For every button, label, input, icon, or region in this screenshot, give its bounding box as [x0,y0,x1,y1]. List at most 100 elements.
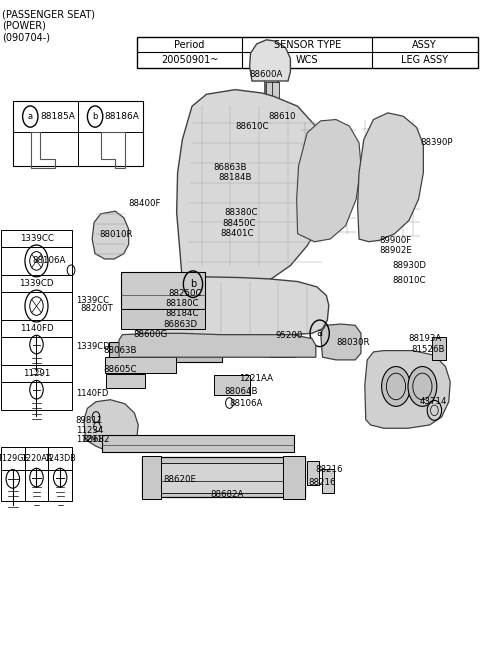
Bar [322,469,334,493]
Text: 88610C: 88610C [235,122,269,131]
Bar [121,272,205,309]
Text: 88250C: 88250C [168,289,202,298]
Bar [1,365,72,382]
Bar [106,374,145,388]
Bar [269,337,295,357]
Text: 1140FD: 1140FD [76,388,108,398]
Text: 88185A: 88185A [40,112,75,121]
Text: 88401C: 88401C [221,229,254,238]
Bar [1,275,72,292]
Text: 88605C: 88605C [103,365,137,374]
Bar [307,461,319,485]
Bar [121,309,205,329]
Polygon shape [358,113,423,242]
Bar [272,82,279,98]
Text: 1339CC: 1339CC [20,234,53,243]
Text: 86863D: 86863D [163,319,197,329]
Text: 88600G: 88600G [133,330,168,339]
Text: 88450C: 88450C [222,218,256,228]
Bar [214,375,250,395]
Bar [109,342,222,362]
Text: 88902E: 88902E [379,246,412,255]
Text: 88010R: 88010R [100,230,133,239]
Polygon shape [177,90,330,284]
Polygon shape [250,40,290,81]
Bar [105,357,176,373]
Bar [1,337,72,365]
Bar [283,456,305,499]
Polygon shape [297,120,361,242]
Bar [137,37,478,68]
Bar [266,82,273,98]
Text: b: b [93,112,98,121]
Bar [1,292,72,320]
Text: 1339CD: 1339CD [19,279,54,288]
Text: 88063B: 88063B [103,346,137,355]
Text: 88030R: 88030R [336,338,370,347]
Text: 1243DB: 1243DB [44,454,76,463]
Text: 1140FD: 1140FD [20,324,53,333]
Text: 88390P: 88390P [420,138,453,147]
Text: 88610: 88610 [269,112,296,121]
Text: 1221AA: 1221AA [239,374,273,383]
Text: 88010C: 88010C [393,276,426,285]
Text: 88186A: 88186A [105,112,140,121]
Text: 86863B: 86863B [214,163,247,172]
Text: (POWER): (POWER) [2,21,46,31]
Circle shape [382,367,410,406]
Bar [1,320,72,337]
Text: 88400F: 88400F [129,199,161,208]
Text: 1220AA: 1220AA [21,454,52,463]
Text: 88200T: 88200T [81,304,113,313]
Text: b: b [190,279,196,290]
Text: 88193A: 88193A [408,334,441,343]
Text: SENSOR TYPE: SENSOR TYPE [274,40,341,50]
Text: 11291: 11291 [76,435,102,444]
Text: 88106A: 88106A [229,398,263,408]
Text: 88930D: 88930D [393,261,427,270]
Polygon shape [84,400,138,450]
Text: 88184B: 88184B [218,173,252,182]
Text: 88620E: 88620E [163,475,196,484]
Text: 88064B: 88064B [225,386,258,396]
Text: 88216: 88216 [309,478,336,487]
Text: 88216: 88216 [316,465,343,474]
Bar [142,336,242,356]
Circle shape [408,367,437,406]
Polygon shape [321,324,361,360]
Text: 89811: 89811 [76,416,103,425]
Text: a: a [317,328,323,339]
Bar [1,230,72,247]
Bar [142,456,161,499]
Bar [1,447,24,501]
Text: ASSY: ASSY [412,40,437,50]
Text: LEG ASSY: LEG ASSY [401,55,448,65]
Text: 88180C: 88180C [166,299,199,308]
Text: 95200: 95200 [276,331,303,341]
Polygon shape [133,277,329,337]
Polygon shape [92,211,129,259]
Text: (PASSENGER SEAT): (PASSENGER SEAT) [2,9,95,20]
Text: 11291: 11291 [23,369,50,378]
Bar [48,447,72,501]
Text: 88184C: 88184C [166,309,199,318]
Text: 1339CC: 1339CC [76,295,109,305]
Text: 88682: 88682 [83,435,110,444]
Text: WCS: WCS [296,55,318,65]
Text: 88682A: 88682A [210,490,244,499]
Text: 43714: 43714 [420,397,447,406]
Text: 11234: 11234 [76,426,103,435]
Text: 1339CD: 1339CD [76,342,109,351]
Bar [142,457,305,497]
Text: 89900F: 89900F [379,236,411,245]
Bar [1,382,72,410]
Text: 88106A: 88106A [33,256,66,265]
Bar [102,435,294,452]
Bar [24,447,48,501]
Bar [13,101,143,166]
Bar [1,247,72,275]
Text: 88600A: 88600A [250,70,283,79]
Polygon shape [365,351,450,428]
Text: 81526B: 81526B [412,345,445,355]
Bar [148,463,297,493]
